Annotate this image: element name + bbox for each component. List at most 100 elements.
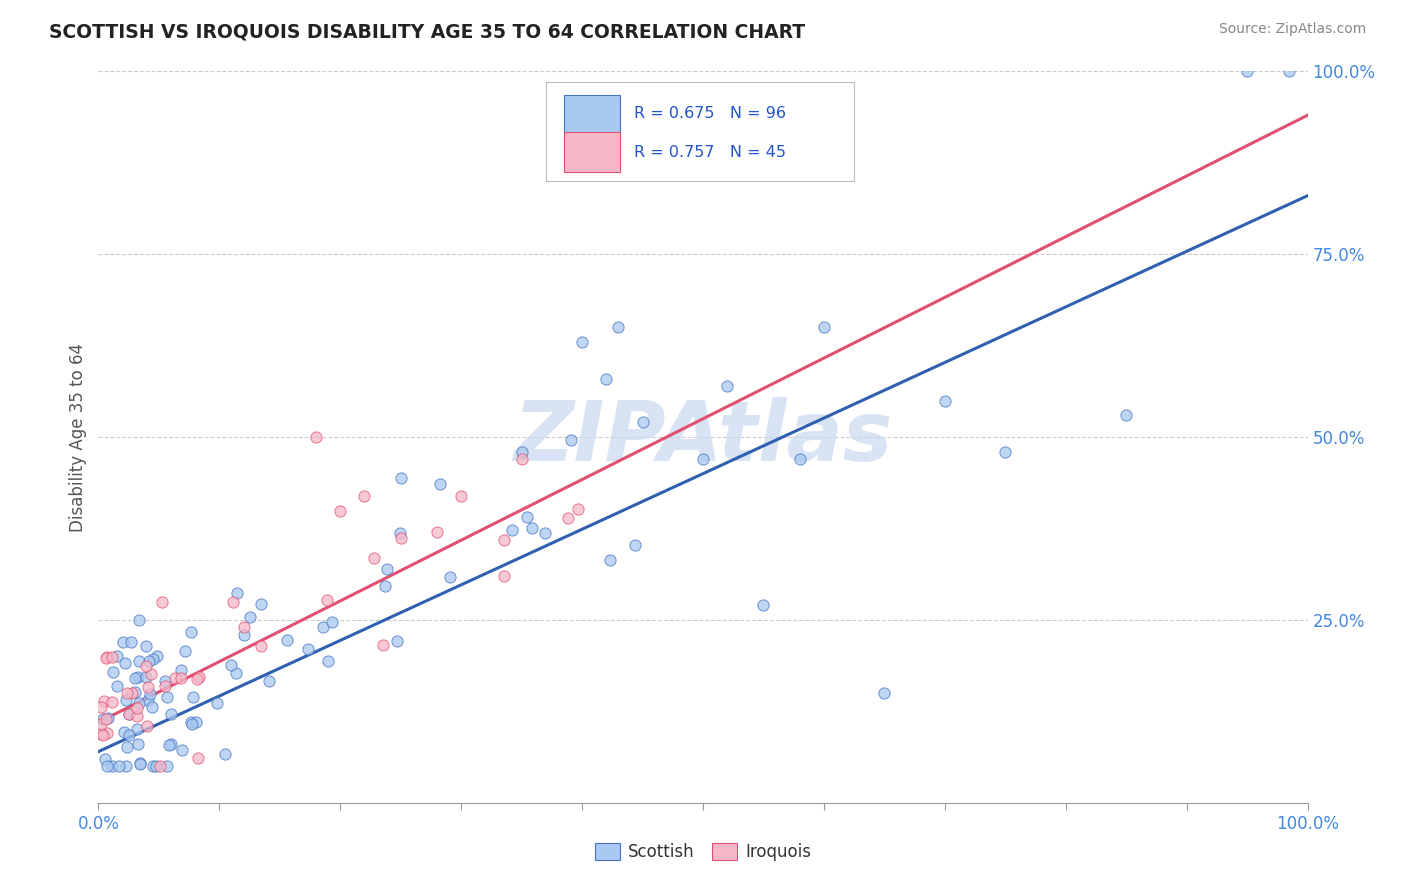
Point bbox=[97, 710, 120, 724]
Point bbox=[494, 568, 516, 582]
Point bbox=[214, 747, 236, 761]
Point bbox=[156, 759, 179, 773]
Point bbox=[128, 757, 150, 772]
Text: Source: ZipAtlas.com: Source: ZipAtlas.com bbox=[1219, 22, 1367, 37]
Point bbox=[312, 620, 335, 634]
Text: ZIPAtlas: ZIPAtlas bbox=[513, 397, 893, 477]
Point bbox=[516, 510, 538, 524]
Point bbox=[148, 759, 170, 773]
Point bbox=[276, 632, 298, 647]
Point bbox=[142, 759, 165, 773]
Point bbox=[114, 656, 136, 670]
Point bbox=[124, 685, 146, 699]
Point bbox=[385, 634, 408, 648]
Point bbox=[316, 592, 339, 607]
Point bbox=[205, 696, 228, 710]
Point bbox=[181, 690, 204, 704]
Point bbox=[388, 526, 411, 541]
Point bbox=[90, 727, 112, 741]
Point bbox=[96, 759, 118, 773]
Point bbox=[114, 759, 136, 773]
Point bbox=[121, 686, 143, 700]
Point bbox=[560, 433, 582, 447]
Point bbox=[1278, 64, 1301, 78]
Point bbox=[160, 707, 183, 722]
Point bbox=[127, 701, 149, 715]
Point bbox=[250, 640, 273, 654]
FancyBboxPatch shape bbox=[546, 82, 855, 181]
Point bbox=[152, 595, 174, 609]
Point bbox=[138, 680, 160, 694]
Point bbox=[297, 642, 319, 657]
Text: SCOTTISH VS IROQUOIS DISABILITY AGE 35 TO 64 CORRELATION CHART: SCOTTISH VS IROQUOIS DISABILITY AGE 35 T… bbox=[49, 22, 806, 41]
Point bbox=[118, 706, 141, 721]
Point bbox=[187, 751, 209, 765]
Point bbox=[259, 673, 281, 688]
Point bbox=[607, 320, 630, 334]
Point bbox=[139, 687, 162, 701]
Point bbox=[96, 712, 118, 726]
FancyBboxPatch shape bbox=[564, 132, 620, 171]
Point bbox=[329, 504, 352, 518]
Point bbox=[494, 533, 516, 547]
Point bbox=[101, 694, 124, 708]
Point bbox=[184, 714, 207, 729]
Point bbox=[96, 650, 118, 665]
Point bbox=[94, 751, 117, 765]
Point bbox=[371, 638, 394, 652]
Point bbox=[105, 679, 128, 693]
Point bbox=[124, 671, 146, 685]
Y-axis label: Disability Age 35 to 64: Disability Age 35 to 64 bbox=[69, 343, 87, 532]
Point bbox=[429, 476, 451, 491]
Point bbox=[222, 595, 245, 609]
Point bbox=[188, 671, 211, 685]
Point bbox=[93, 694, 115, 708]
Point bbox=[321, 615, 343, 629]
Point bbox=[128, 613, 150, 627]
Point bbox=[501, 523, 523, 537]
Point bbox=[91, 728, 114, 742]
Point bbox=[138, 655, 160, 669]
Point bbox=[90, 716, 112, 731]
Point bbox=[129, 756, 152, 771]
Point bbox=[120, 635, 142, 649]
Point bbox=[157, 738, 180, 752]
Point bbox=[170, 671, 193, 685]
Point bbox=[136, 693, 159, 707]
Text: R = 0.757   N = 45: R = 0.757 N = 45 bbox=[634, 145, 786, 160]
Point bbox=[510, 444, 533, 458]
Point bbox=[219, 658, 242, 673]
Point bbox=[716, 379, 738, 393]
Point bbox=[533, 526, 555, 541]
Point bbox=[225, 665, 247, 680]
Point bbox=[389, 531, 412, 545]
Point bbox=[557, 511, 579, 525]
Point bbox=[101, 759, 124, 773]
Point bbox=[112, 725, 135, 739]
Point bbox=[353, 489, 375, 503]
Point bbox=[101, 650, 124, 665]
Point bbox=[873, 686, 896, 700]
Point bbox=[135, 658, 157, 673]
Point bbox=[752, 599, 775, 613]
Point bbox=[233, 628, 256, 642]
Point bbox=[238, 609, 260, 624]
Point bbox=[156, 690, 179, 704]
Point bbox=[599, 553, 621, 567]
Point bbox=[631, 416, 654, 430]
Point bbox=[375, 562, 398, 576]
Point bbox=[571, 334, 593, 349]
Point bbox=[692, 452, 714, 467]
Point bbox=[450, 489, 472, 503]
Point bbox=[90, 699, 112, 714]
Point bbox=[934, 393, 956, 408]
Point bbox=[305, 430, 328, 444]
Point bbox=[118, 728, 141, 742]
Point bbox=[108, 759, 131, 773]
Point bbox=[1115, 408, 1137, 422]
Point bbox=[250, 597, 273, 611]
Point bbox=[180, 714, 202, 729]
Point bbox=[186, 673, 208, 687]
Point bbox=[127, 670, 149, 684]
Point bbox=[624, 538, 647, 552]
